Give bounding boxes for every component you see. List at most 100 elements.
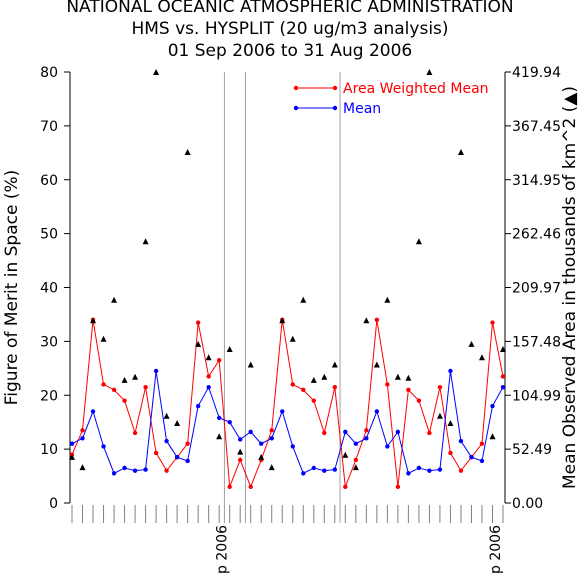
mean-point (290, 444, 295, 449)
area-triangle-point (121, 376, 128, 383)
mean-point (237, 437, 243, 442)
awm-point (343, 484, 348, 490)
area-triangle-point (100, 335, 107, 342)
left-tick-label: 50 (40, 227, 58, 243)
awm-point (332, 384, 338, 390)
area-triangle-point (142, 238, 149, 245)
area-triangle-point (447, 419, 454, 426)
mean-point (143, 467, 148, 472)
awm-point (269, 428, 274, 433)
left-tick-label: 70 (40, 119, 58, 135)
mean-point (259, 441, 264, 446)
legend-dot-mean (332, 105, 338, 111)
left-tick-label: 0 (49, 496, 58, 512)
legend-dot-mean (293, 105, 299, 111)
area-triangle-point (384, 296, 391, 303)
right-axis-title: Mean Observed Area in thousands of km^2 … (560, 86, 580, 489)
area-triangle-point (153, 68, 160, 75)
awm-point (248, 484, 253, 490)
mean-point (322, 468, 327, 473)
area-triangle-point (237, 448, 244, 455)
right-tick-label: 314.95 (512, 173, 561, 189)
awm-point (353, 457, 359, 463)
awm-point (132, 430, 138, 436)
area-triangle-point (258, 453, 265, 460)
area-triangle-point (174, 419, 181, 426)
awm-point (364, 428, 369, 433)
awm-point (237, 457, 243, 463)
awm-point (206, 374, 211, 379)
left-tick-label: 40 (40, 281, 58, 297)
awm-point (80, 428, 85, 433)
awm-point (101, 382, 106, 387)
mean-point (153, 368, 159, 374)
area-triangle-point (331, 361, 338, 368)
awm-point (427, 430, 432, 436)
mean-point (248, 429, 253, 435)
area-triangle-point (457, 148, 464, 155)
area-triangle-point (415, 238, 422, 245)
awm-point (448, 450, 453, 456)
mean-point (111, 471, 117, 476)
mean-point (416, 465, 422, 471)
area-triangle-point (195, 340, 202, 347)
right-tick-label: 367.45 (512, 119, 561, 135)
mean-point (353, 441, 359, 446)
mean-point (343, 429, 348, 435)
awm-point (216, 358, 222, 363)
legend-dot-awm (293, 85, 299, 91)
awm-point (416, 398, 422, 403)
mean-point (269, 436, 274, 441)
legend-dot-awm (332, 85, 338, 91)
series-line-area-weighted-mean (71, 319, 504, 489)
mean-point (427, 468, 432, 473)
mean-point (69, 441, 75, 446)
awm-point (311, 398, 316, 403)
mean-point (90, 409, 96, 414)
legend-label-mean: Mean (343, 101, 381, 117)
area-triangle-point (500, 346, 506, 353)
right-tick-label: 157.48 (512, 334, 561, 350)
area-triangle-point (394, 373, 401, 380)
mean-point (364, 436, 369, 441)
legend: Area Weighted Mean Mean (293, 81, 489, 117)
mean-point (206, 384, 211, 390)
area-triangle-point (69, 453, 75, 460)
right-tick-label: 209.97 (512, 281, 561, 297)
mean-point (227, 419, 232, 425)
awm-point (322, 430, 327, 436)
awm-point (374, 317, 380, 323)
awm-point (164, 468, 169, 473)
mean-point (490, 403, 495, 409)
mean-point (101, 444, 106, 449)
awm-point (195, 320, 201, 325)
mean-point (311, 465, 316, 471)
area-triangle-point (289, 335, 296, 342)
chart-title-line-3: 01 Sep 2006 to 31 Aug 2006 (167, 41, 413, 61)
right-tick-label: 419.94 (512, 65, 561, 81)
mean-point (406, 471, 411, 476)
chart-title-line-1: NATIONAL OCEANIC ATMOSPHERIC ADMINISTRAT… (66, 0, 514, 17)
area-triangle-point (468, 340, 475, 347)
awm-point (500, 374, 506, 379)
area-triangle-point (132, 373, 139, 380)
awm-point (406, 387, 411, 393)
area-triangle-point (268, 464, 275, 471)
area-triangle-point (90, 317, 97, 324)
left-tick-label: 10 (40, 442, 58, 458)
area-triangle-point (310, 376, 317, 383)
left-tick-label: 60 (40, 173, 58, 189)
axes: 0 10 20 30 40 50 60 70 80 0.00 52.49 104.99 157.48 20… (2, 65, 580, 573)
awm-point (143, 384, 148, 390)
area-triangle-point (111, 296, 118, 303)
left-axis-title: Figure of Merit in Space (%) (2, 170, 22, 406)
mean-point (395, 429, 401, 435)
area-triangle-point (184, 148, 191, 155)
area-triangle-point (79, 464, 86, 471)
area-triangle-point (300, 296, 307, 303)
area-triangle-point (321, 373, 328, 380)
awm-point (385, 382, 390, 387)
mean-point (448, 368, 453, 374)
mean-point (500, 384, 506, 390)
mean-point (195, 403, 201, 409)
